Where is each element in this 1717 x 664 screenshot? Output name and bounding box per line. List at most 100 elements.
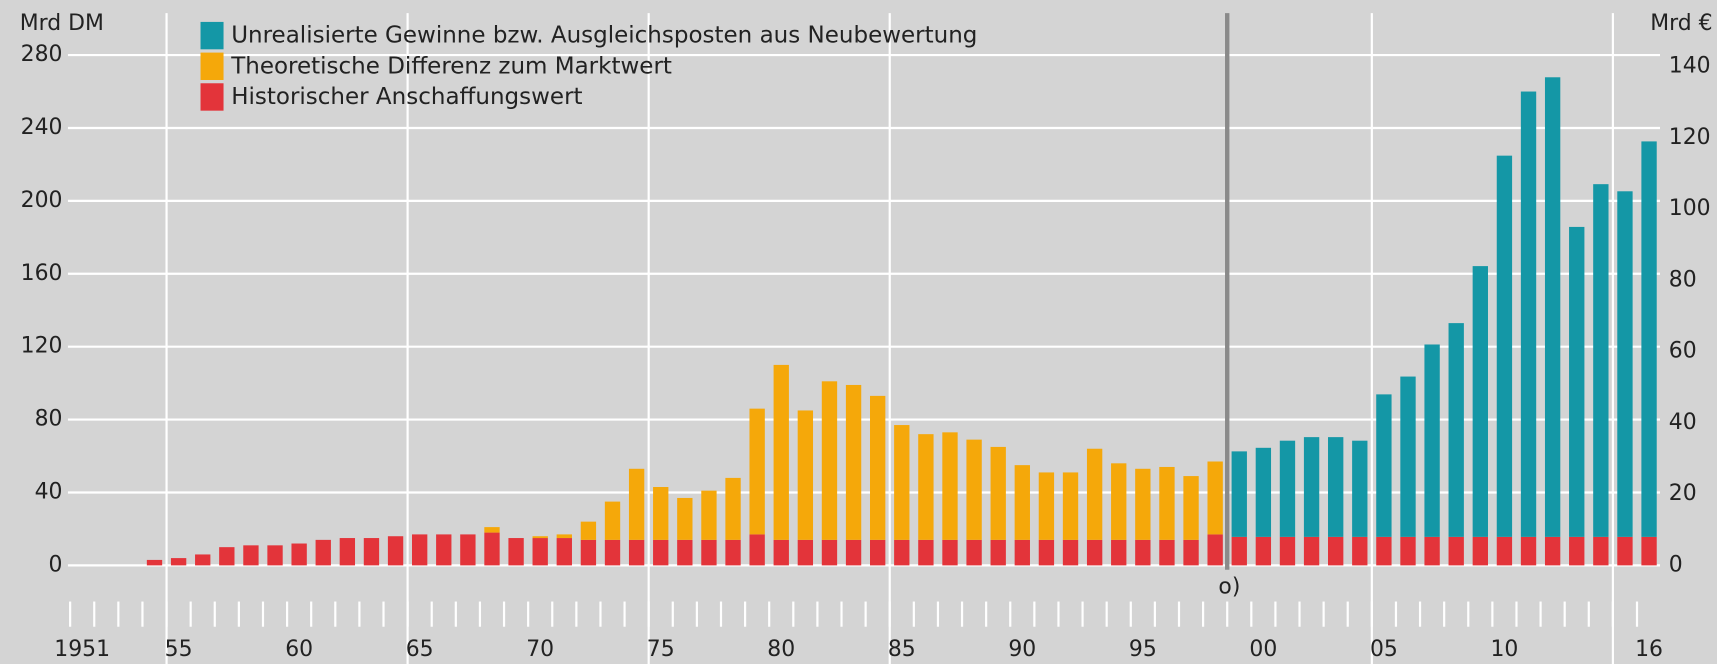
legend-label: Unrealisierte Gewinne bzw. Ausgleichspos…	[231, 23, 977, 49]
x-tick-label: 00	[1249, 637, 1277, 662]
x-tick-label: 10	[1490, 637, 1518, 662]
bar-segment	[1617, 536, 1633, 566]
bar-segment	[1231, 536, 1247, 566]
bar-segment	[653, 487, 669, 540]
bar-segment	[1111, 463, 1127, 540]
y-tick-label: 120	[21, 334, 63, 359]
bar-segment	[749, 534, 765, 566]
bar-segment	[1569, 226, 1585, 537]
bar-segment	[966, 439, 982, 540]
bar-segment	[267, 545, 283, 566]
y-tick-label: 280	[21, 42, 63, 67]
bar-segment	[1641, 536, 1657, 566]
x-tick-label: 75	[647, 637, 675, 662]
x-tick-label: 60	[285, 637, 313, 662]
bar-segment	[243, 545, 259, 566]
bar-segment	[219, 547, 235, 566]
bar-segment	[411, 534, 428, 566]
bar-segment	[580, 521, 597, 540]
bar-segment	[821, 381, 838, 540]
bar-segment	[628, 468, 645, 540]
bar-segment	[725, 539, 741, 566]
bar-segment	[894, 539, 910, 566]
bar-segment	[1472, 266, 1488, 537]
bar-segment	[1303, 536, 1320, 566]
x-tick-label: 1951	[54, 637, 110, 662]
bar-segment	[797, 539, 814, 566]
bar-segment	[170, 558, 187, 566]
bar-segment	[604, 501, 621, 540]
bar-segment	[628, 539, 645, 566]
x-tick-label: 16	[1635, 637, 1663, 662]
bar-segment	[1569, 536, 1585, 566]
bar-segment	[677, 497, 693, 540]
x-tick-label: 05	[1370, 637, 1398, 662]
bar-segment	[821, 539, 838, 566]
bar-segment	[580, 539, 597, 566]
bar-segment	[1038, 472, 1055, 540]
bar-segment	[1520, 91, 1537, 537]
legend-swatch	[200, 83, 224, 111]
bar-segment	[701, 539, 717, 566]
bar-segment	[1352, 440, 1368, 537]
vertical-grid	[165, 13, 1614, 664]
bar-segment	[1352, 536, 1368, 566]
y-tick-label: 160	[21, 261, 63, 286]
bar-segment	[1255, 447, 1272, 537]
bar-segment	[870, 539, 886, 566]
bar-segment	[1544, 536, 1561, 566]
bar-segment	[436, 534, 452, 566]
bar-segment	[1183, 539, 1199, 566]
x-tick-label: 65	[406, 637, 434, 662]
bar-segment	[1496, 536, 1513, 566]
bar-segment	[1520, 536, 1537, 566]
bar-segment	[894, 425, 910, 540]
bar-segment	[1207, 461, 1223, 535]
bar-segment	[1303, 437, 1320, 537]
bar-segment	[1255, 536, 1272, 566]
y-axis-label: Mrd DM	[20, 11, 104, 36]
y-tick-label: 80	[1669, 267, 1697, 292]
y-tick-label: 120	[1669, 125, 1711, 150]
y-tick-label: 200	[21, 188, 63, 213]
bar-segment	[1376, 536, 1392, 566]
bar-segment	[1062, 539, 1079, 566]
bar-segment	[339, 538, 356, 566]
bar-segment	[1062, 472, 1079, 540]
bar-segment	[1496, 155, 1513, 537]
bar-segment	[556, 538, 572, 566]
y-tick-label: 0	[49, 552, 63, 577]
bar-segment	[1448, 536, 1464, 566]
bar-segment	[195, 554, 211, 566]
bar-segment	[1159, 539, 1175, 566]
bar-segment	[387, 536, 404, 566]
bar-segment	[1086, 539, 1103, 566]
y-tick-label: 40	[35, 479, 63, 504]
y-tick-label: 100	[1669, 196, 1711, 221]
y-tick-label: 20	[1669, 481, 1697, 506]
bar-segment	[1038, 539, 1055, 566]
bar-segment	[1376, 394, 1392, 537]
bar-segment	[1014, 465, 1030, 540]
bar-segment	[1400, 376, 1416, 537]
bar-segment	[1014, 539, 1030, 566]
bar-segment	[1544, 77, 1561, 537]
bar-segment	[725, 477, 741, 540]
bar-segment	[532, 538, 548, 566]
bar-segment	[773, 364, 789, 540]
bar-segment	[1279, 536, 1296, 566]
bar-segment	[1231, 451, 1247, 537]
bar-segment	[845, 384, 862, 540]
bar-segment	[1183, 476, 1199, 540]
bar-segment	[1400, 536, 1416, 566]
x-tick-label: 70	[526, 637, 554, 662]
y-tick-label: 80	[35, 407, 63, 432]
bar-segment	[942, 539, 958, 566]
bar-segment	[146, 559, 163, 566]
bar-segment	[1135, 539, 1151, 566]
bar-segment	[773, 539, 789, 566]
bar-segment	[749, 408, 765, 535]
bar-segment	[990, 539, 1006, 566]
bar-segment	[1159, 466, 1175, 540]
bar-segment	[966, 539, 982, 566]
